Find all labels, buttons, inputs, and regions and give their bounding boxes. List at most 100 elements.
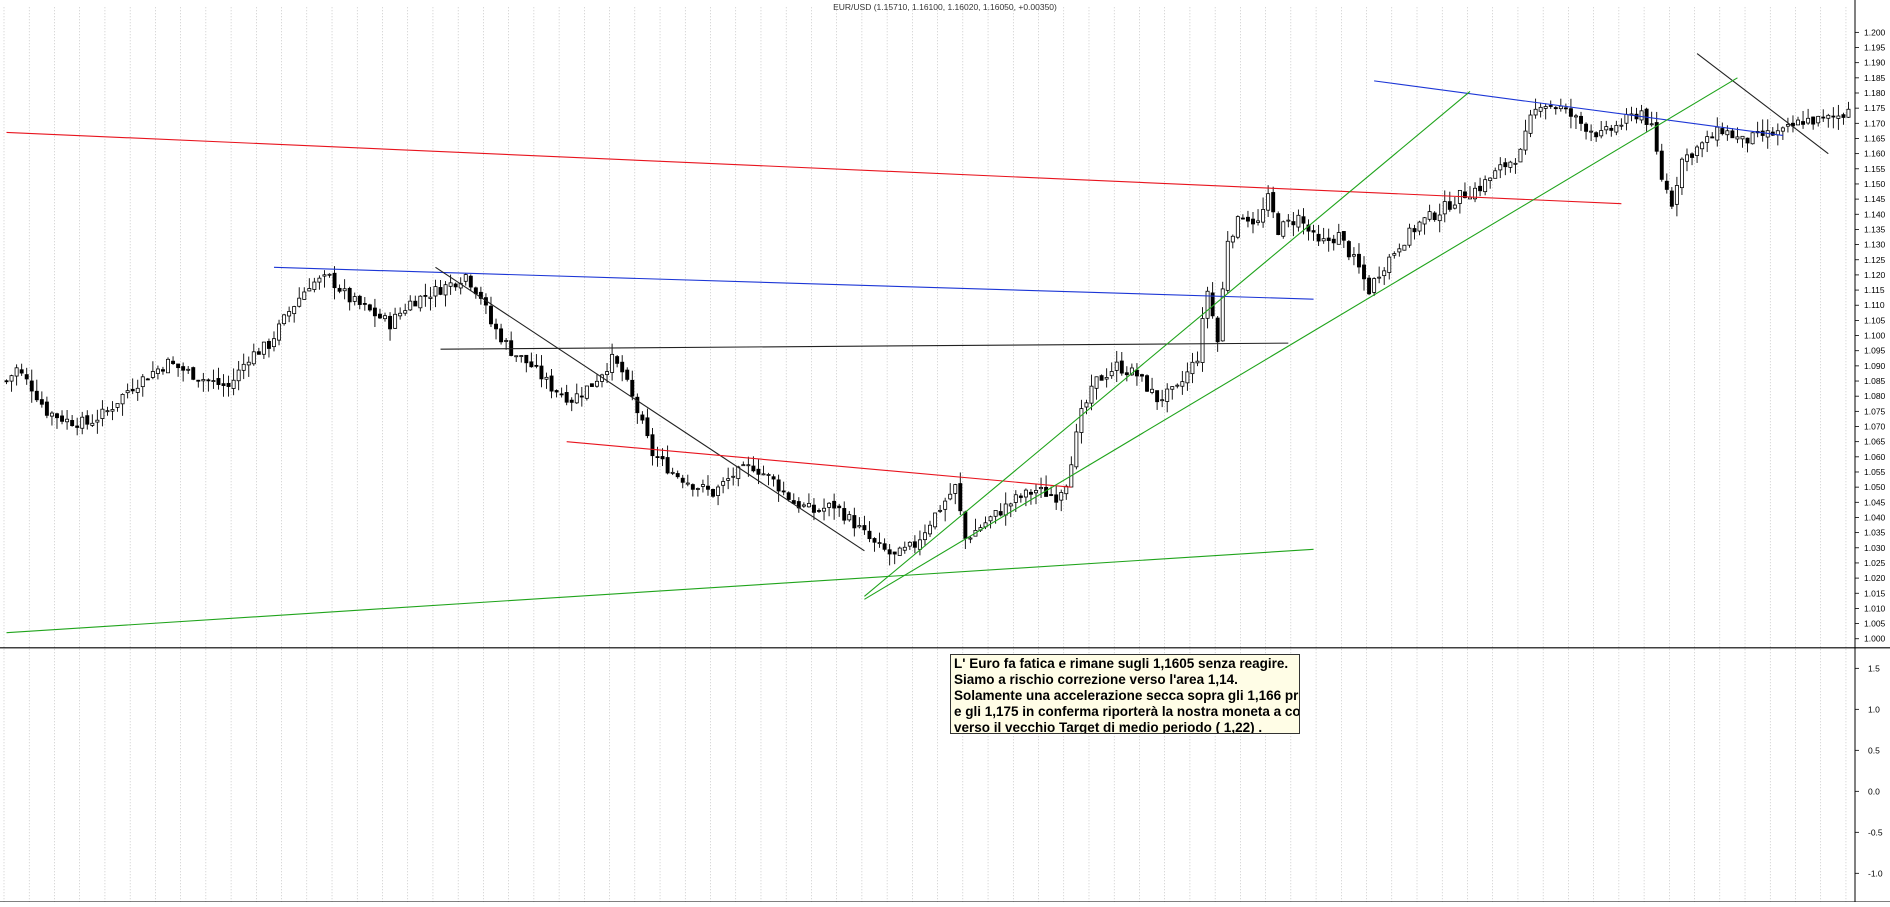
candle-body [1220,288,1225,342]
y-tick-label: 1.030 [1864,543,1886,553]
candle-body [1498,164,1503,171]
candle [801,502,806,508]
candle [1134,363,1139,386]
candle-body [1109,371,1114,377]
candle-body [9,375,14,382]
candle [1392,251,1397,259]
candle [822,498,827,521]
candle-body [655,456,660,458]
candle [1321,227,1326,244]
candle [1452,196,1457,210]
candle [125,383,130,399]
candle-body [201,379,206,382]
candle [1543,103,1548,120]
candle [120,393,125,416]
note-line-4: e gli 1,175 in conferma riporterà la nos… [954,704,1300,719]
candle-body [1362,264,1366,280]
candle-body [206,379,211,382]
candle-body [1084,402,1089,408]
candle-body [1639,110,1644,121]
candle-body [988,516,993,522]
candle [741,461,746,467]
candle [711,488,715,498]
candle-body [700,484,705,487]
candle-body [1690,153,1695,158]
candle [1124,366,1129,382]
candle [34,379,39,403]
candle-body [605,371,610,376]
candle-body [1341,231,1346,241]
candle [287,306,292,323]
candle-body [1200,318,1205,363]
candle [95,409,100,434]
candle [539,355,544,388]
candle-body [1553,107,1558,110]
candle-body [1437,214,1442,222]
y-tick-label: 1.095 [1864,346,1886,356]
candle [1700,141,1705,158]
candle-body [423,295,428,297]
candle-body [145,378,150,381]
candle [564,384,569,406]
candle [605,363,610,384]
candle [1109,362,1114,379]
candle-body [554,390,559,393]
candle [1695,144,1700,163]
candle-body [377,313,382,319]
candle-body [726,478,731,481]
candle-body [1715,126,1720,141]
candle-body [711,489,715,497]
candle-body [408,300,413,311]
candle [100,400,105,427]
candle-body [1170,386,1175,390]
candle-body [1730,130,1735,139]
candle-body [630,379,635,397]
candle [1846,101,1851,118]
candle [625,367,630,382]
candle [191,366,196,381]
candle [1639,104,1644,124]
candle-body [1099,375,1104,381]
candle [1836,104,1841,130]
candle [756,459,761,485]
candle [817,508,821,513]
candle-body [105,410,110,413]
candle [1568,98,1573,129]
candle [1190,352,1195,384]
y-tick-label: 1.025 [1864,558,1886,568]
candle [206,378,211,392]
y-tick-label: 1.040 [1864,512,1886,522]
candle [1200,307,1205,372]
candle [1296,209,1301,232]
candle [1791,115,1795,133]
candle [1397,243,1402,257]
candle-body [49,412,54,417]
candle-body [1624,113,1629,124]
candle [1483,175,1488,196]
trendlines [6,53,1829,634]
candle-body [1311,230,1316,233]
y-tick-label: 1.145 [1864,194,1886,204]
candle [453,282,458,291]
candle [1796,116,1800,126]
candle-body [509,340,514,356]
candle-body [307,288,312,292]
candle [1599,121,1604,139]
trendline [864,91,1471,597]
candle [842,501,847,525]
candle-body [246,361,251,366]
candle [282,313,287,326]
candle-body [1235,216,1240,238]
candle-body [1780,127,1785,132]
candle-body [236,369,241,382]
candle-body [1155,390,1160,403]
candle-body [1508,161,1513,168]
candle [105,406,110,416]
analysis-note: L' Euro fa fatica e rimane sugli 1,1605 … [950,654,1300,734]
candle-body [1377,276,1382,279]
candle [998,503,1003,517]
lower-y-tick-label: -0.5 [1868,827,1883,837]
candle-body [171,360,176,365]
candle [1180,370,1185,395]
